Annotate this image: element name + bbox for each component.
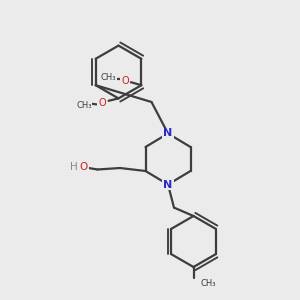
Text: N: N (164, 128, 172, 139)
Text: O: O (80, 162, 88, 172)
Text: O: O (98, 98, 106, 108)
Text: O: O (121, 76, 129, 86)
Text: CH₃: CH₃ (76, 101, 92, 110)
Text: H: H (70, 162, 77, 172)
Text: CH₃: CH₃ (200, 279, 216, 288)
Text: N: N (164, 179, 172, 190)
Text: CH₃: CH₃ (100, 73, 116, 82)
